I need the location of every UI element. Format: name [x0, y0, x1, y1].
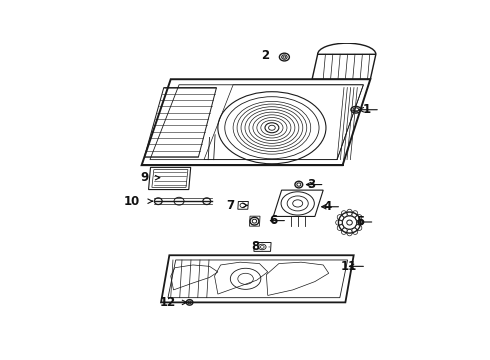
- Text: 1: 1: [362, 103, 370, 116]
- Text: 8: 8: [251, 240, 259, 253]
- Text: 2: 2: [261, 49, 269, 62]
- Text: 3: 3: [307, 178, 315, 191]
- Text: 11: 11: [340, 260, 356, 273]
- Text: 4: 4: [323, 200, 332, 213]
- Text: 6: 6: [269, 214, 277, 227]
- Text: 5: 5: [357, 216, 365, 229]
- Text: 9: 9: [140, 171, 148, 184]
- Text: 12: 12: [159, 296, 176, 309]
- Text: 7: 7: [226, 199, 235, 212]
- Text: 10: 10: [123, 195, 140, 208]
